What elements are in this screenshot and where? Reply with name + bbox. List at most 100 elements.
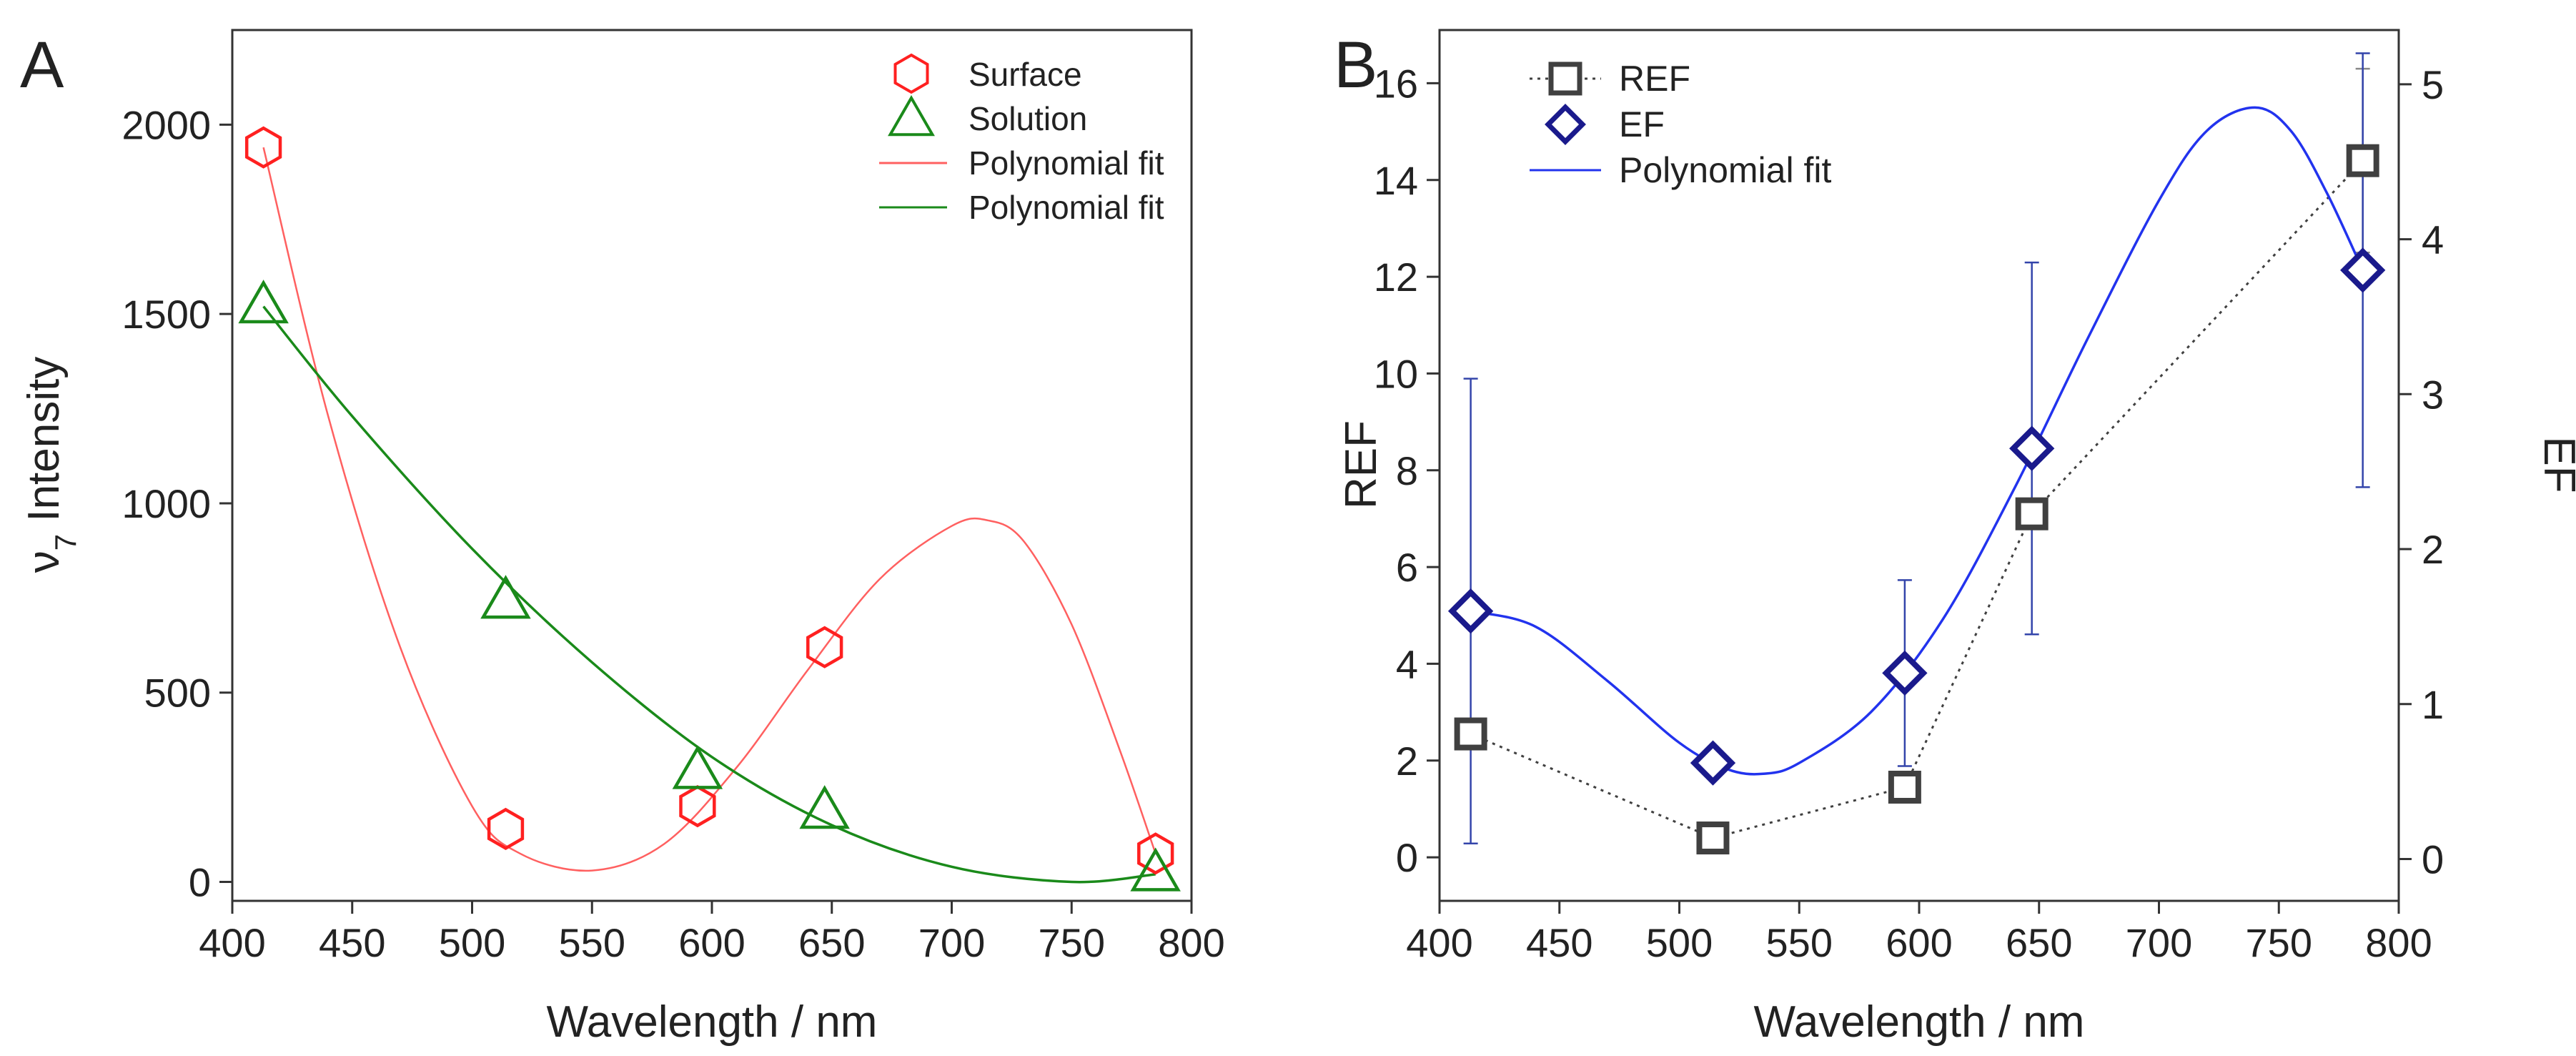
panel-a-x-tick-label: 500	[439, 920, 505, 965]
panel-a: A 400 450 500 550 600 650 700 750 800 0 500 1000 150…	[19, 29, 1225, 1047]
legend-ef: EF	[1545, 104, 1665, 145]
panel-a-x-tick-label: 750	[1039, 920, 1105, 965]
panel-b-x-axis-label: Wavelength / nm	[1754, 997, 2085, 1047]
panel-b-y-tick-label: 2	[1396, 739, 1418, 784]
panel-b-y-tick-label: 14	[1374, 158, 1418, 203]
panel-b-points	[1447, 144, 2386, 855]
panel-b-y-tick-label: 0	[1396, 835, 1418, 880]
panel-a-fit-line-2	[262, 305, 1156, 884]
panel-b-legend: REF EF Polynomial fit	[1530, 59, 1831, 190]
ef-point	[1690, 740, 1736, 786]
legend-ef-label: EF	[1619, 104, 1665, 144]
surface-point	[806, 626, 843, 668]
panel-b-x-tick-label: 750	[2246, 920, 2312, 965]
panel-a-x-tick-label: 650	[798, 920, 865, 965]
legend-fit-green-label: Polynomial fit	[969, 189, 1164, 226]
legend-surface-marker	[893, 53, 929, 94]
panel-b-y-tick-label: 10	[1374, 351, 1418, 396]
surface-point	[244, 126, 282, 169]
panel-a-ticks: 400 450 500 550 600 650 700 750 800 0 500 1000 1500 2…	[122, 102, 1224, 965]
panel-b-x-tick-label: 800	[2365, 920, 2432, 965]
panel-a-x-tick-label: 400	[199, 920, 265, 965]
legend-fit-blue: Polynomial fit	[1530, 150, 1831, 190]
legend-fit-red: Polynomial fit	[879, 144, 1164, 182]
ef-point	[2340, 247, 2386, 293]
legend-ref: REF	[1530, 59, 1690, 99]
panel-b-right-tick-label: 2	[2422, 527, 2444, 572]
panel-a-points	[238, 126, 1181, 892]
surface-point	[1137, 832, 1174, 875]
ref-connecting-line	[1470, 159, 2364, 839]
panel-b-y-tick-label: 12	[1374, 255, 1418, 300]
ef-point	[2009, 425, 2055, 471]
panel-b-y-tick-label: 16	[1374, 61, 1418, 106]
panel-a-x-axis-label: Wavelength / nm	[547, 997, 878, 1047]
panel-b-right-axis-label: EF	[2535, 436, 2576, 493]
ref-point	[2346, 144, 2379, 177]
panel-b: B 400 450 500 550 600 650 700 750 80002468101214…	[1334, 29, 2576, 1047]
panel-a-x-tick-label: 800	[1158, 920, 1224, 965]
solution-point	[480, 575, 531, 619]
panel-b-right-tick-label: 0	[2422, 837, 2444, 882]
solution-point	[238, 280, 289, 324]
ef-point	[1882, 650, 1928, 696]
panel-b-right-tick-label: 5	[2422, 62, 2444, 107]
panel-b-right-tick-label: 3	[2422, 372, 2444, 417]
panel-a-y-tick-label: 0	[189, 860, 211, 905]
solution-point	[672, 745, 723, 789]
panel-b-y-tick-label: 8	[1396, 448, 1418, 493]
legend-solution: Solution	[888, 94, 1087, 137]
panel-a-y-tick-label: 1000	[122, 481, 211, 526]
panel-a-fit-line-1	[262, 147, 1156, 872]
legend-solution-label: Solution	[969, 100, 1087, 137]
solution-point	[1130, 847, 1181, 892]
legend-surface: Surface	[893, 53, 1082, 94]
ref-point	[2015, 497, 2049, 531]
ref-point	[1696, 821, 1730, 855]
legend-surface-label: Surface	[969, 56, 1082, 93]
panel-b-plot-frame	[1438, 29, 2400, 902]
legend-fit-green: Polynomial fit	[879, 189, 1164, 226]
panel-a-x-tick-label: 450	[319, 920, 385, 965]
panel-b-x-tick-label: 600	[1886, 920, 1952, 965]
legend-ref-marker	[1548, 61, 1582, 96]
panel-b-y-axis-label: REF	[1337, 420, 1386, 509]
legend-ref-label: REF	[1619, 59, 1690, 99]
panel-a-x-tick-label: 600	[678, 920, 745, 965]
panel-b-x-tick-label: 400	[1406, 920, 1472, 965]
panel-b-y-tick-label: 6	[1396, 545, 1418, 590]
ref-point	[1454, 717, 1487, 751]
panel-a-x-tick-label: 700	[918, 920, 985, 965]
solution-point	[799, 785, 850, 829]
panel-a-fits	[262, 147, 1156, 884]
panel-a-y-tick-label: 1500	[122, 292, 211, 337]
panel-b-right-tick-label: 1	[2422, 682, 2444, 727]
panel-b-x-tick-label: 500	[1646, 920, 1713, 965]
panel-b-fits	[1470, 106, 2364, 839]
panel-b-fit-line	[1470, 106, 2364, 776]
panel-a-y-tick-label: 500	[144, 671, 211, 716]
panel-a-label: A	[20, 29, 64, 102]
panel-a-y-tick-label: 2000	[122, 102, 211, 147]
legend-solution-marker	[888, 94, 935, 137]
panel-b-label: B	[1334, 29, 1377, 102]
panel-b-x-tick-label: 550	[1766, 920, 1833, 965]
panel-b-x-tick-label: 450	[1526, 920, 1592, 965]
ef-point	[1447, 588, 1494, 634]
panel-b-y-tick-label: 4	[1396, 641, 1418, 686]
ref-point	[1888, 770, 1921, 804]
panel-b-x-tick-label: 650	[2006, 920, 2072, 965]
panel-a-x-tick-label: 550	[559, 920, 625, 965]
panel-b-x-tick-label: 700	[2126, 920, 2192, 965]
legend-fit-red-label: Polynomial fit	[969, 144, 1164, 182]
panel-a-legend: Surface Solution Polynomial fit Polynomi…	[879, 53, 1164, 226]
surface-point	[679, 785, 716, 828]
surface-point	[487, 807, 525, 850]
panel-a-y-axis-label: ν7 Intensity	[19, 357, 82, 573]
panel-b-error-bars	[1463, 52, 2370, 845]
legend-fit-blue-label: Polynomial fit	[1619, 150, 1831, 190]
panel-b-ticks: 400 450 500 550 600 650 700 750 8000246810121416…	[1374, 61, 2444, 965]
legend-ef-marker	[1545, 104, 1586, 145]
panel-b-right-tick-label: 4	[2422, 217, 2444, 262]
